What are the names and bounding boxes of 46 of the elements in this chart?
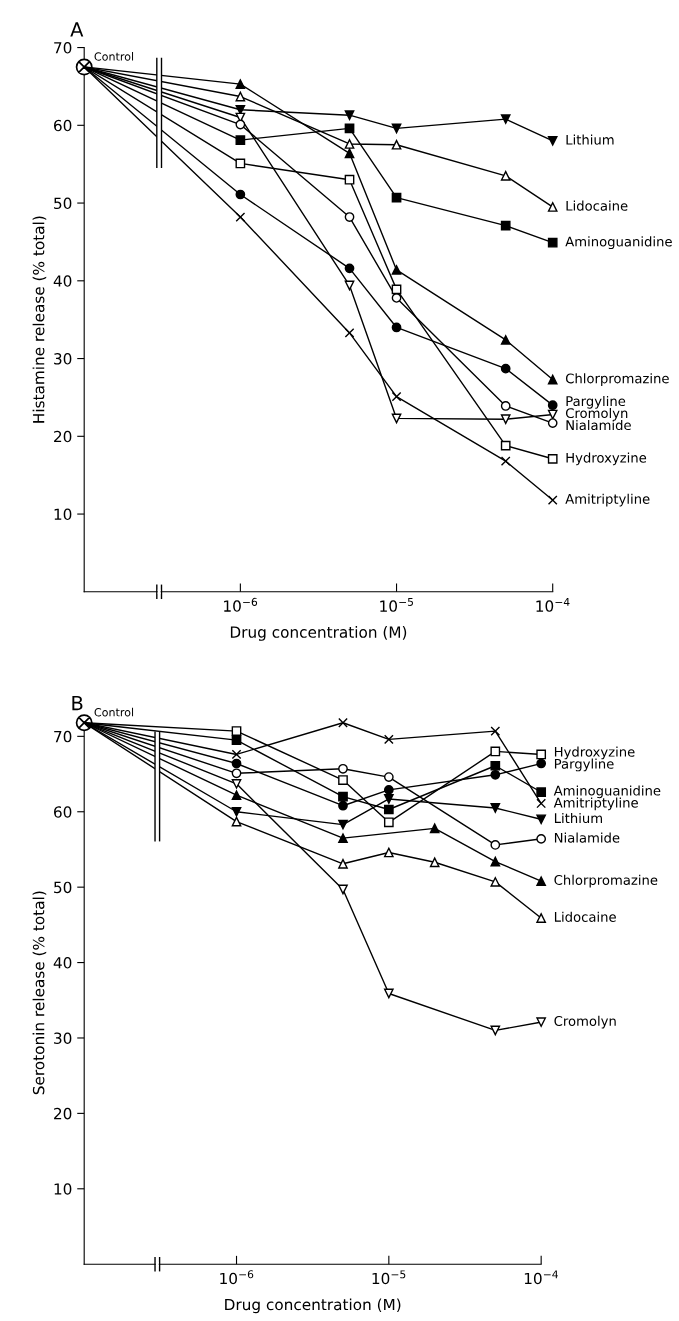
- chart-title: B: [72, 695, 83, 711]
- series-label: Hydroxyzine: [566, 452, 647, 466]
- y-tick-label: 20: [54, 430, 72, 443]
- x-tick-label: 10$^{−5}$: [380, 598, 413, 612]
- y-tick-label: 60: [54, 119, 72, 132]
- series-label: Amitriptyline: [553, 797, 638, 811]
- x-tick-label: 10$^{−5}$: [372, 1270, 406, 1285]
- series-label: Cromolyn: [565, 407, 628, 421]
- series-label: Lidocaine: [566, 200, 628, 211]
- y-axis-title: Histamine release (% total): [32, 216, 47, 423]
- y-tick-label: 70: [54, 42, 72, 54]
- y-tick-label: 70: [54, 730, 72, 743]
- series-label: Aminoguanidine: [565, 236, 672, 250]
- series-label: Chlorpromazine: [565, 373, 669, 386]
- x-axis-title: Drug concentration (M): [230, 626, 407, 641]
- series-label: Cromolyn: [554, 1015, 616, 1029]
- y-tick-label: 10: [54, 1183, 72, 1195]
- series-label: Chlorpromazine: [554, 874, 658, 888]
- y-tick-label: 60: [54, 806, 72, 818]
- y-axis-title: Serotonin release (% total): [32, 891, 47, 1095]
- series-label: Amitriptyline: [565, 493, 650, 507]
- x-tick-label: 10$^{−4}$: [536, 598, 570, 612]
- y-tick-label: 20: [54, 1107, 72, 1120]
- y-tick-label: 50: [54, 197, 72, 210]
- series-label: Nialamide: [554, 832, 620, 843]
- x-tick-label: 10$^{−6}$: [224, 597, 258, 612]
- y-tick-label: 10: [54, 508, 72, 521]
- y-tick-label: 50: [54, 881, 72, 894]
- series-label: Aminoguanidine: [553, 785, 661, 799]
- series-label: Control: [94, 707, 134, 717]
- x-tick-label: 10$^{−4}$: [524, 1270, 558, 1285]
- series-label: Nialamide: [566, 419, 631, 431]
- series-label: Lidocaine: [554, 911, 616, 922]
- y-tick-label: 30: [54, 1032, 72, 1044]
- series-label: Lithium: [566, 134, 614, 145]
- y-tick-label: 30: [54, 353, 72, 365]
- chart-title: A: [70, 22, 84, 37]
- x-tick-label: 10$^{−6}$: [220, 1270, 254, 1285]
- x-axis-title: Drug concentration (M): [225, 1298, 401, 1314]
- y-tick-label: 40: [53, 275, 72, 287]
- series-label: Lithium: [554, 812, 602, 824]
- series-label: Pargyline: [554, 758, 614, 772]
- series-label: Pargyline: [566, 395, 626, 409]
- series-label: Hydroxyzine: [554, 746, 635, 760]
- series-label: Control: [94, 52, 134, 61]
- y-tick-label: 40: [53, 957, 72, 969]
